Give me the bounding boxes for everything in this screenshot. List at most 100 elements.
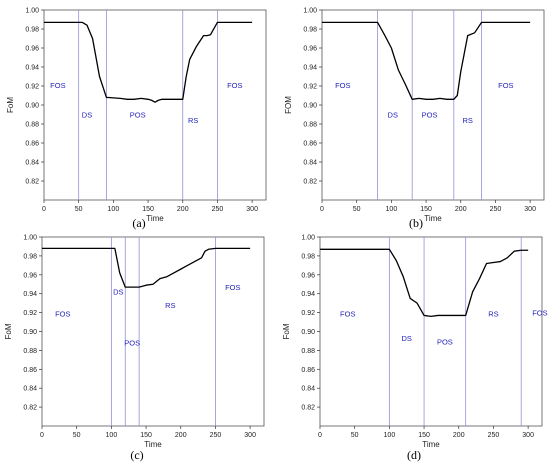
y-tick-label: 0.82 xyxy=(301,405,315,412)
phase-label: FOS xyxy=(50,81,65,90)
x-tick-label: 50 xyxy=(75,206,83,213)
chart-panel-3: 0 50 100 150 200 250 300 0.82 0.84 0.86 0.88 0.90 0.… xyxy=(4,235,265,462)
y-tick-label: 0.88 xyxy=(23,348,37,355)
x-tick-label: 250 xyxy=(488,432,500,439)
y-tick-label: 0.86 xyxy=(303,141,317,148)
y-tick-label: 0.88 xyxy=(25,122,39,129)
x-tick-label: 100 xyxy=(386,206,398,213)
phase-label: DS xyxy=(113,288,123,297)
phase-label: FOS xyxy=(335,81,350,90)
plot-frame xyxy=(43,9,267,201)
x-tick-label: 300 xyxy=(246,206,258,213)
x-tick-label: 100 xyxy=(384,432,396,439)
y-tick-label: 1.00 xyxy=(25,8,39,15)
phase-label: POS xyxy=(437,338,453,347)
y-tick-label: 0.82 xyxy=(25,179,39,186)
x-tick-label: 200 xyxy=(175,432,187,439)
x-tick-label: 150 xyxy=(420,206,432,213)
panel-caption: (c) xyxy=(130,448,143,462)
x-tick-label: 250 xyxy=(210,432,222,439)
y-tick-label: 0.86 xyxy=(25,141,39,148)
y-axis-label: FoM xyxy=(282,323,291,339)
x-tick-label: 200 xyxy=(455,206,467,213)
y-tick-label: 0.94 xyxy=(303,65,317,72)
phase-label: DS xyxy=(402,334,412,343)
y-tick-label: 0.90 xyxy=(23,329,37,336)
y-tick-label: 0.98 xyxy=(301,253,315,260)
y-tick-label: 0.94 xyxy=(23,291,37,298)
y-tick-label: 0.94 xyxy=(25,65,39,72)
phase-label: FOS xyxy=(340,309,355,318)
y-tick-label: 0.96 xyxy=(303,46,317,53)
phase-label: DS xyxy=(388,110,398,119)
y-tick-label: 0.94 xyxy=(301,291,315,298)
x-tick-label: 0 xyxy=(42,206,46,213)
x-tick-label: 50 xyxy=(351,432,359,439)
x-axis-label: Time xyxy=(144,440,162,449)
y-tick-label: 0.86 xyxy=(301,367,315,374)
y-tick-label: 0.98 xyxy=(25,27,39,34)
y-tick-label: 1.00 xyxy=(301,235,315,242)
x-tick-label: 0 xyxy=(40,432,44,439)
phase-label: FOS xyxy=(225,283,240,292)
y-axis-label: FoM xyxy=(4,323,13,339)
x-tick-label: 200 xyxy=(453,432,465,439)
phase-label: RS xyxy=(462,116,472,125)
chart-panel-2: 0 50 100 150 200 250 300 0.82 0.84 0.86 0.88 0.90 0.… xyxy=(284,8,545,230)
y-tick-label: 0.92 xyxy=(301,310,315,317)
chart-panel-1: 0 50 100 150 200 250 300 0.82 0.84 0.86 0.88 0.90 0.… xyxy=(6,8,267,230)
y-tick-label: 0.82 xyxy=(23,405,37,412)
phase-label: RS xyxy=(488,309,498,318)
panel-caption: (a) xyxy=(132,216,145,230)
plot-frame xyxy=(41,236,265,427)
plot-frame xyxy=(321,9,545,201)
y-tick-label: 0.96 xyxy=(23,272,37,279)
x-tick-label: 150 xyxy=(418,432,430,439)
phase-label: FOS xyxy=(532,308,547,317)
y-tick-label: 0.96 xyxy=(301,272,315,279)
phase-label: FOS xyxy=(227,81,242,90)
fom-series-line xyxy=(322,21,531,100)
y-tick-label: 0.90 xyxy=(301,329,315,336)
y-tick-label: 0.84 xyxy=(23,386,37,393)
x-tick-label: 100 xyxy=(108,206,120,213)
x-tick-label: 250 xyxy=(212,206,224,213)
x-tick-label: 50 xyxy=(73,432,81,439)
y-tick-label: 0.82 xyxy=(303,179,317,186)
y-axis-label: FOM xyxy=(284,96,293,114)
phase-label: POS xyxy=(124,339,140,348)
y-tick-label: 0.84 xyxy=(303,160,317,167)
phase-label: FOS xyxy=(55,309,70,318)
y-tick-label: 0.90 xyxy=(303,103,317,110)
plot-frame xyxy=(319,236,543,427)
x-tick-label: 0 xyxy=(320,206,324,213)
x-tick-label: 50 xyxy=(353,206,361,213)
y-tick-label: 0.90 xyxy=(25,103,39,110)
phase-label: POS xyxy=(422,110,438,119)
phase-label: DS xyxy=(82,110,92,119)
x-tick-label: 300 xyxy=(244,432,256,439)
y-tick-label: 0.92 xyxy=(23,310,37,317)
x-tick-label: 300 xyxy=(522,432,534,439)
x-axis-label: Time xyxy=(146,214,164,223)
fom-series-line xyxy=(44,21,253,103)
panel-caption: (b) xyxy=(409,216,423,230)
x-tick-label: 200 xyxy=(177,206,189,213)
phase-label: FOS xyxy=(498,81,513,90)
x-tick-label: 150 xyxy=(140,432,152,439)
panel-caption: (d) xyxy=(407,448,421,462)
y-tick-label: 0.88 xyxy=(301,348,315,355)
y-tick-label: 1.00 xyxy=(23,235,37,242)
x-axis-label: Time xyxy=(422,440,440,449)
y-tick-label: 0.88 xyxy=(303,122,317,129)
y-tick-label: 0.92 xyxy=(303,84,317,91)
y-tick-label: 1.00 xyxy=(303,8,317,15)
fom-series-line xyxy=(42,247,251,288)
phase-label: RS xyxy=(188,116,198,125)
phase-label: RS xyxy=(165,301,175,310)
x-tick-label: 250 xyxy=(490,206,502,213)
y-tick-label: 0.98 xyxy=(23,253,37,260)
y-tick-label: 0.98 xyxy=(303,27,317,34)
chart-panel-4: 0 50 100 150 200 250 300 0.82 0.84 0.86 0.88 0.90 0.… xyxy=(282,235,548,463)
